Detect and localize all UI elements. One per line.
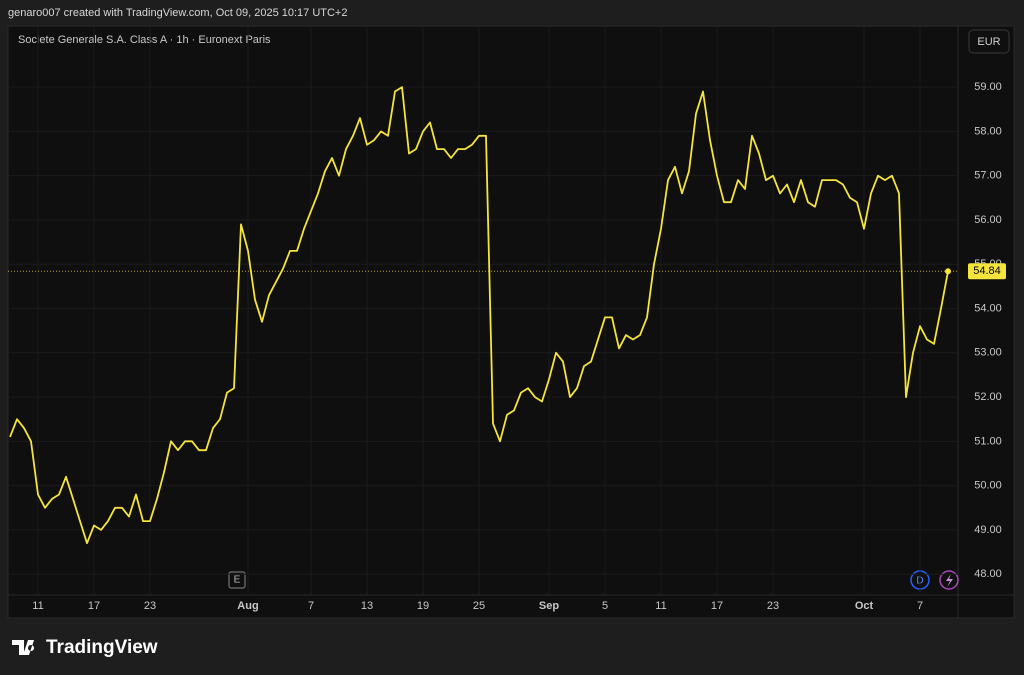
y-tick-label: 54.00: [974, 302, 1002, 314]
y-tick-label: 49.00: [974, 524, 1002, 536]
x-tick-label: 23: [144, 600, 156, 612]
brand-name: TradingView: [46, 637, 158, 658]
header-text: genaro007 created with TradingView.com, …: [8, 7, 347, 19]
earnings-marker[interactable]: [228, 571, 246, 589]
chart-title: Societe Generale S.A. Class A · 1h · Eur…: [18, 34, 271, 46]
last-price-dot: [945, 268, 951, 275]
y-tick-label: 57.00: [974, 170, 1002, 182]
y-tick-label: 59.00: [974, 81, 1002, 93]
x-tick-label: 25: [473, 600, 485, 612]
currency-label: EUR: [977, 36, 1000, 48]
y-tick-label: 50.00: [974, 480, 1002, 492]
currency-button[interactable]: [968, 29, 1010, 54]
last-price-label: 54.84: [973, 265, 1001, 277]
y-tick-label: 48.00: [974, 568, 1002, 580]
x-tick-label: Aug: [237, 600, 258, 612]
y-tick-label: 53.00: [974, 347, 1002, 359]
price-line: [9, 86, 949, 545]
x-tick-label: 13: [361, 600, 373, 612]
x-tick-label: Sep: [539, 600, 559, 612]
split-icon: [946, 574, 953, 587]
x-tick-label: 7: [917, 600, 923, 612]
x-tick-label: 11: [32, 600, 43, 612]
y-tick-label: 52.00: [974, 391, 1002, 403]
x-tick-label: 17: [88, 600, 100, 612]
earnings-label: E: [234, 575, 241, 586]
x-tick-label: 23: [767, 600, 779, 612]
x-tick-label: 17: [711, 600, 723, 612]
x-tick-label: 19: [417, 600, 429, 612]
x-tick-label: 7: [308, 600, 314, 612]
last-price-badge: [968, 263, 1006, 280]
x-tick-label: 11: [655, 600, 666, 612]
y-tick-label: 56.00: [974, 214, 1002, 226]
x-tick-label: Oct: [855, 600, 874, 612]
x-tick-label: 5: [602, 600, 608, 612]
chart-frame: [7, 25, 1015, 619]
y-tick-label: 58.00: [974, 125, 1002, 137]
y-tick-label: 51.00: [974, 435, 1002, 447]
brand-logo: [12, 640, 35, 655]
